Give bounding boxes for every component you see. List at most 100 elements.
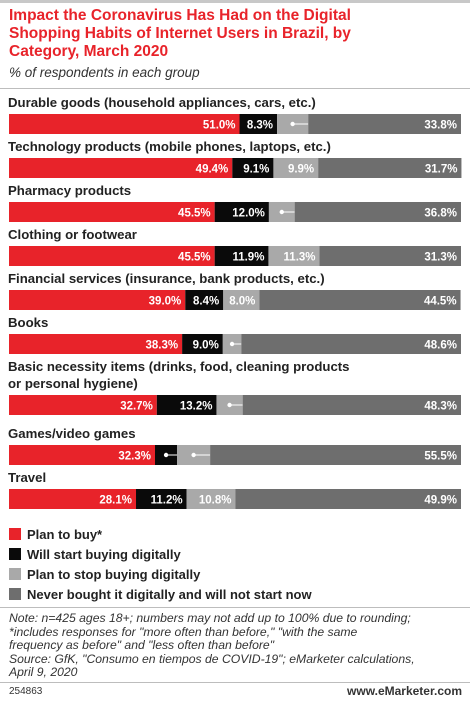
- data-label: 39.0%: [149, 296, 182, 308]
- top-border: [0, 0, 470, 3]
- legend-label: Plan to stop buying digitally: [27, 566, 201, 582]
- data-label: 55.5%: [424, 451, 457, 463]
- legend-item-plan-to-buy: Plan to buy*: [9, 524, 312, 544]
- data-label: 8.0%: [229, 296, 255, 308]
- legend: Plan to buy* Will start buying digitally…: [9, 524, 312, 604]
- bar-plan-to-buy: [9, 290, 186, 310]
- brand-suffix: .com: [433, 684, 462, 698]
- notes: Note: n=425 ages 18+; numbers may not ad…: [9, 611, 464, 680]
- category-label: Financial services (insurance, bank prod…: [8, 271, 325, 286]
- bar-never: [319, 246, 461, 266]
- data-label: 48.6%: [424, 340, 457, 352]
- note-line: frequency as before" and "less often tha…: [9, 638, 275, 653]
- category-label: Technology products (mobile phones, lapt…: [8, 139, 331, 154]
- bar-will-start: [182, 334, 223, 354]
- bar-will-start: [232, 158, 274, 178]
- bar-never: [241, 334, 461, 354]
- legend-swatch: [9, 588, 21, 600]
- data-label: 12.0%: [232, 208, 265, 220]
- brand-logo[interactable]: www.eMarketer.com: [347, 684, 462, 698]
- bar-plan-to-buy: [9, 445, 155, 465]
- category-label: Basic necessity items (drinks, food, cle…: [8, 359, 350, 374]
- chart-subtitle: % of respondents in each group: [9, 65, 200, 80]
- note-line: Source: GfK, "Consumo en tiempos de COVI…: [9, 651, 415, 666]
- brand-prefix: www.: [347, 684, 378, 698]
- note-line: April 9, 2020: [9, 665, 78, 680]
- legend-item-never: Never bought it digitally and will not s…: [9, 584, 312, 604]
- data-label: 44.5%: [424, 296, 457, 308]
- legend-swatch: [9, 548, 21, 560]
- footer-divider: [0, 682, 470, 683]
- chart-id: 254863: [9, 686, 43, 697]
- bar-will-start: [156, 395, 217, 415]
- data-label: 32.3%: [118, 451, 151, 463]
- data-label: 9.1%: [243, 164, 269, 176]
- brand-name: eMarketer: [377, 684, 434, 698]
- data-label: 38.3%: [146, 340, 179, 352]
- bar-will-start: [136, 489, 187, 509]
- data-label: 49.4%: [196, 164, 229, 176]
- category-label: Durable goods (household appliances, car…: [8, 95, 316, 110]
- data-label: 11.2%: [151, 495, 183, 507]
- stacked-bar-chart: Durable goods (household appliances, car…: [8, 95, 462, 509]
- data-label: 13.2%: [180, 401, 213, 413]
- legend-swatch: [9, 568, 21, 580]
- bar-plan-to-stop: [273, 158, 319, 178]
- data-label: 45.5%: [178, 252, 211, 264]
- bar-plan-to-stop: [186, 489, 236, 509]
- bar-never: [294, 202, 461, 222]
- data-label: 36.8%: [424, 208, 457, 220]
- bar-never: [259, 290, 461, 310]
- bar-will-start: [185, 290, 224, 310]
- bar-plan-to-buy: [9, 202, 215, 222]
- data-label: 11.9%: [232, 252, 264, 264]
- legend-label: Never bought it digitally and will not s…: [27, 586, 312, 602]
- bar-will-start: [239, 114, 278, 134]
- bar-plan-to-buy: [9, 114, 240, 134]
- bar-will-start: [214, 246, 269, 266]
- bar-never: [308, 114, 461, 134]
- data-label: 48.3%: [424, 401, 457, 413]
- title-line: Category, March 2020: [9, 43, 169, 60]
- header-divider: [0, 88, 470, 89]
- title-line: Shopping Habits of Internet Users in Bra…: [9, 25, 351, 42]
- data-label: 49.9%: [424, 495, 457, 507]
- note-line: *includes responses for "more often than…: [9, 624, 358, 639]
- category-label: Books: [8, 315, 48, 330]
- bar-never: [242, 395, 461, 415]
- data-label: 28.1%: [99, 495, 132, 507]
- note-line: Note: n=425 ages 18+; numbers may not ad…: [9, 611, 411, 625]
- bar-plan-to-stop: [268, 246, 320, 266]
- bar-plan-to-buy: [9, 334, 183, 354]
- notes-divider: [0, 607, 470, 608]
- data-label: 9.0%: [193, 340, 219, 352]
- chart-title: Impact the Coronavirus Has Had on the Di…: [9, 7, 464, 61]
- data-label: 51.0%: [203, 120, 236, 132]
- category-label: Clothing or footwear: [8, 227, 137, 242]
- data-label: 8.3%: [247, 120, 273, 132]
- bar-never: [210, 445, 461, 465]
- legend-label: Plan to buy*: [27, 526, 103, 542]
- data-label: 31.3%: [424, 252, 457, 264]
- category-label: Games/video games: [8, 426, 136, 441]
- data-label: 11.3%: [284, 252, 316, 264]
- legend-item-will-start: Will start buying digitally: [9, 544, 312, 564]
- data-label: 32.7%: [120, 401, 153, 413]
- data-label: 33.8%: [424, 120, 457, 132]
- bar-plan-to-buy: [9, 489, 137, 509]
- bar-plan-to-buy: [9, 158, 233, 178]
- category-label: Pharmacy products: [8, 183, 131, 198]
- data-label: 8.4%: [193, 296, 219, 308]
- legend-swatch: [9, 528, 21, 540]
- legend-label: Will start buying digitally: [27, 546, 181, 562]
- leader-dot: [279, 209, 284, 215]
- bar-never: [318, 158, 462, 178]
- bar-plan-to-buy: [9, 395, 157, 415]
- category-label: or personal hygiene): [8, 376, 138, 391]
- category-label: Travel: [8, 470, 46, 485]
- data-label: 45.5%: [178, 208, 211, 220]
- data-label: 9.9%: [288, 164, 314, 176]
- bar-will-start: [214, 202, 269, 222]
- bar-plan-to-buy: [9, 246, 215, 266]
- title-line: Impact the Coronavirus Has Had on the Di…: [9, 7, 351, 24]
